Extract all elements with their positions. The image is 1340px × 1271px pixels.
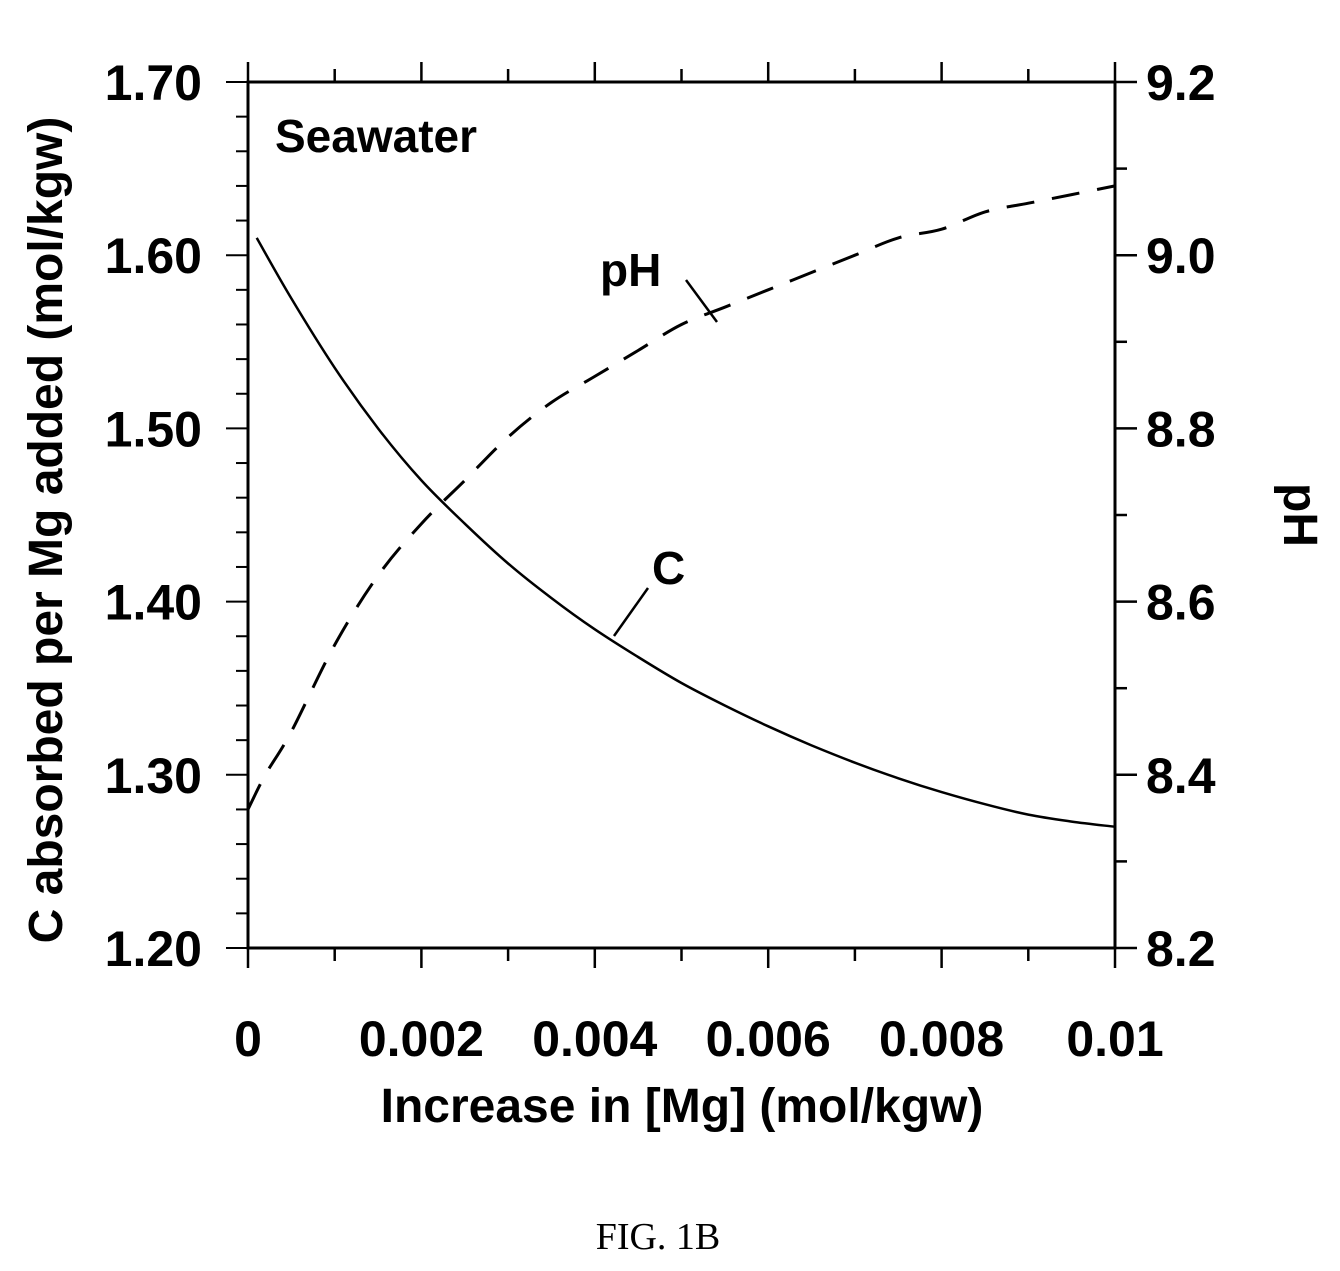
y2-tick-label: 8.2 (1146, 921, 1216, 977)
y2-axis-title: pH (1273, 483, 1326, 547)
figure-caption: FIG. 1B (596, 1216, 721, 1258)
plot-frame (246, 80, 1117, 950)
x-tick-label: 0.01 (1066, 1011, 1163, 1067)
c-leader-line (612, 587, 650, 637)
y2-tick-label: 9.2 (1146, 55, 1216, 111)
axis-ticks (226, 62, 1137, 968)
x-tick-label: 0.008 (879, 1011, 1004, 1067)
y-tick-label: 1.40 (105, 575, 202, 631)
tick-labels: 0 0.002 0.004 0.006 0.008 0.01 1.20 1.30 1.40 1.5… (105, 55, 1216, 1067)
y-tick-label: 1.20 (105, 921, 202, 977)
series-line-ph (246, 184, 1116, 811)
y2-tick-label: 8.4 (1146, 748, 1216, 804)
y-axis-title: C absorbed per Mg added (mol/kgw) (20, 117, 73, 944)
seawater-label: Seawater (275, 110, 477, 162)
y-tick-label: 1.60 (105, 228, 202, 284)
y-tick-label: 1.30 (105, 748, 202, 804)
x-tick-label: 0.006 (706, 1011, 831, 1067)
x-tick-label: 0.002 (359, 1011, 484, 1067)
c-series-label: C (652, 542, 685, 594)
x-tick-label: 0.004 (532, 1011, 657, 1067)
y-tick-label: 1.70 (105, 55, 202, 111)
ph-series-label: pH (600, 244, 661, 296)
ph-leader-line (684, 279, 719, 323)
series-lines (246, 184, 1116, 829)
y2-tick-label: 8.6 (1146, 575, 1216, 631)
y-tick-label: 1.50 (105, 401, 202, 457)
x-tick-label: 0 (234, 1011, 262, 1067)
x-axis-title: Increase in [Mg] (mol/kgw) (381, 1080, 984, 1133)
series-line-c (255, 237, 1116, 829)
y2-tick-label: 8.8 (1146, 401, 1216, 457)
y2-tick-label: 9.0 (1146, 228, 1216, 284)
